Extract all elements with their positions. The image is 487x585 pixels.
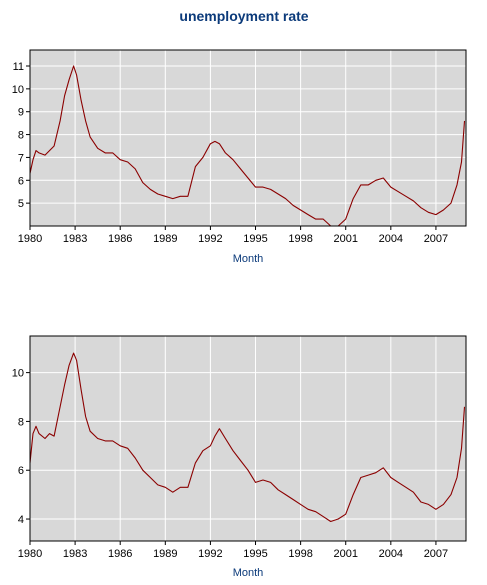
plot-area [30, 336, 466, 541]
upper-plot: 1980 1983 1986 1989 1992 1995 1998 2001 2004 2007… [12, 49, 467, 245]
y-tick-label: 11 [13, 61, 24, 73]
x-tick-label: 1992 [198, 233, 222, 245]
plot-frame [29, 335, 467, 542]
y-tick-label: 7 [18, 152, 24, 164]
y-tick-label: 6 [18, 465, 24, 477]
series-line [29, 65, 466, 227]
x-axis-label-lower: Month [233, 567, 264, 579]
x-tick-label: 1995 [243, 548, 267, 560]
x-tick-label: 1980 [18, 548, 42, 560]
y-tick-label: 5 [18, 198, 24, 210]
x-tick-label: 1986 [108, 548, 132, 560]
x-tick-label: 1995 [243, 233, 267, 245]
y-tick-label: 10 [12, 368, 24, 380]
y-tick-label: 8 [18, 416, 24, 428]
y-tick-label: 9 [18, 107, 24, 119]
x-tick-label: 2007 [424, 548, 448, 560]
lower-plot: 1980 1983 1986 1989 1992 1995 1998 2001 2004 2007… [12, 335, 467, 560]
series-line [29, 352, 466, 523]
x-tick-label: 1998 [288, 233, 312, 245]
x-tick-label: 2004 [379, 548, 403, 560]
x-tick-label: 1992 [198, 548, 222, 560]
plot-area [30, 50, 466, 226]
y-tick-label: 4 [18, 514, 24, 526]
y-tick-label: 6 [18, 175, 24, 187]
x-tick-label: 2004 [379, 233, 403, 245]
x-tick-label: 2001 [333, 548, 357, 560]
x-tick-label: 1983 [63, 233, 87, 245]
x-tick-label: 1998 [288, 548, 312, 560]
x-tick-label: 1983 [63, 548, 87, 560]
x-tick-label: 1986 [108, 233, 132, 245]
x-tick-label: 2001 [333, 233, 357, 245]
x-tick-label: 1989 [153, 233, 177, 245]
chart-title: unemployment rate [179, 8, 308, 24]
x-tick-label: 2007 [424, 233, 448, 245]
y-tick-label: 8 [18, 130, 24, 142]
y-tick-label: 10 [12, 84, 24, 96]
x-tick-label: 1989 [153, 548, 177, 560]
x-axis-label-upper: Month [233, 253, 264, 265]
x-tick-label: 1980 [18, 233, 42, 245]
plot-frame [29, 49, 467, 227]
